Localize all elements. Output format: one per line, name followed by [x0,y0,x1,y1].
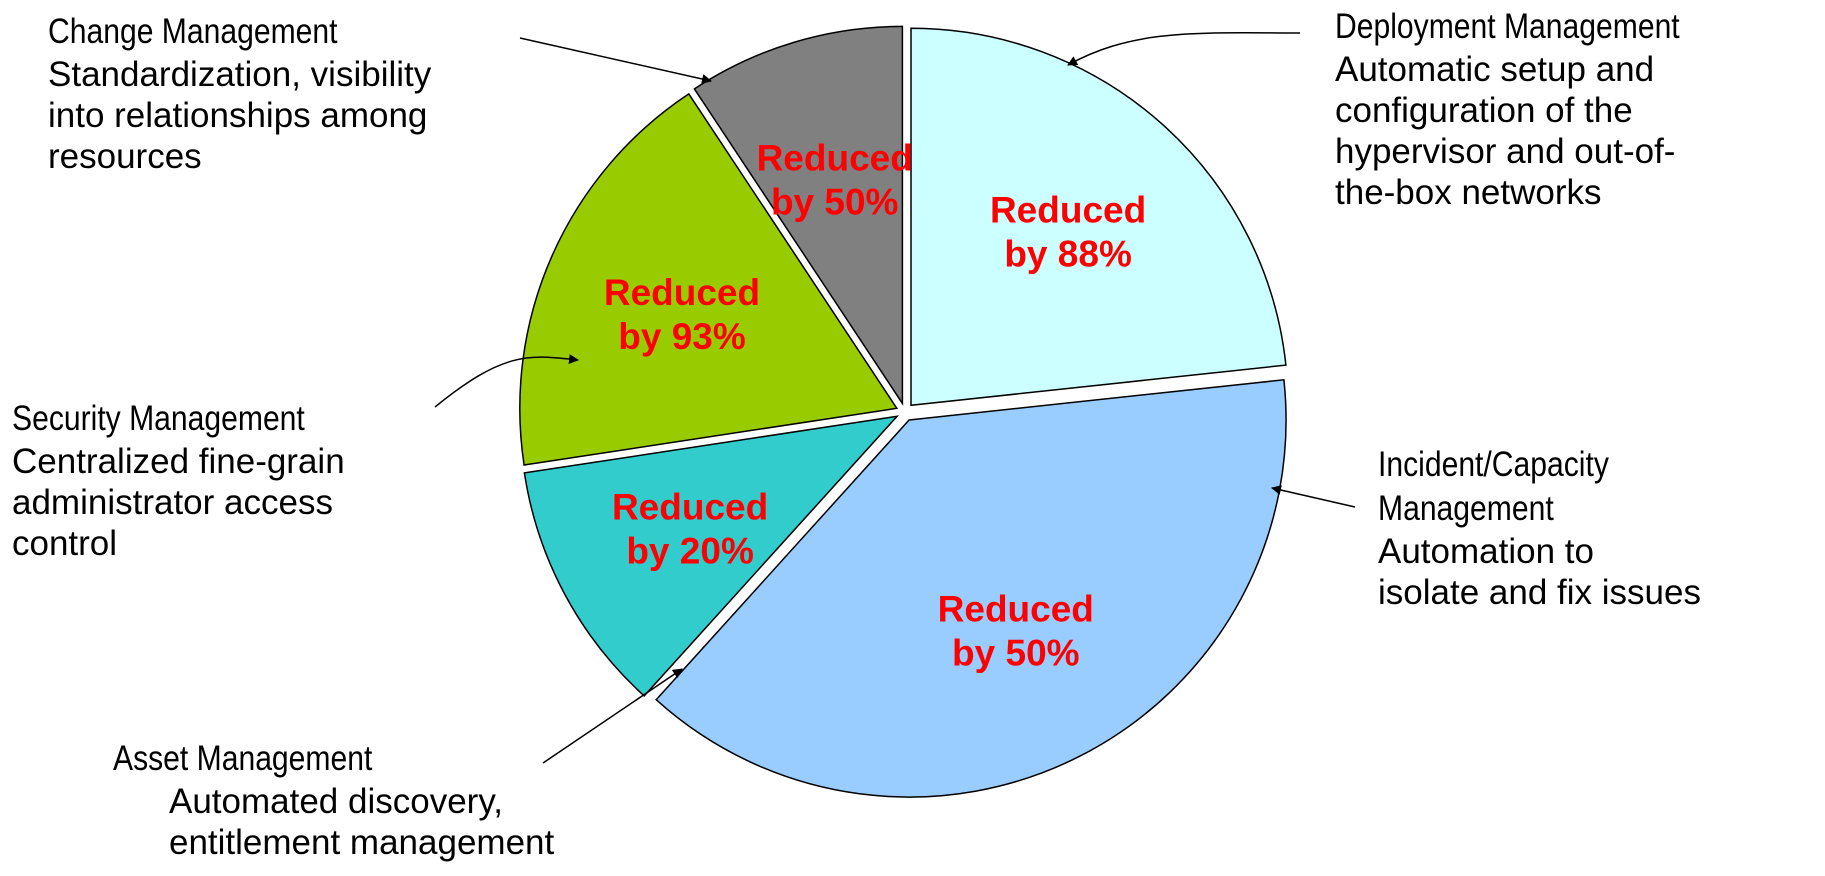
slice-label-line-1: Reduced [938,588,1094,629]
slice-label-line-2: by 20% [626,531,754,572]
slice-label-line-2: by 50% [952,632,1080,673]
annotation-title: Deployment Management [1335,7,1680,46]
pie-slice-deployment [910,27,1287,407]
pie-slice-incident [655,378,1287,798]
leader-line-incident [1271,485,1356,508]
slice-label-deployment: Reduced by 88% [990,190,1146,275]
annotation-description: Automated discovery, entitlement managem… [169,782,555,862]
slice-label-line-2: by 93% [618,316,746,357]
slice-label-incident: Reduced by 50% [938,588,1094,673]
slice-label-line-1: Reduced [612,487,768,528]
annotation-title: Security Management [12,399,305,438]
slice-label-line-2: by 88% [1004,234,1132,275]
pie-slice-security [519,92,899,466]
slice-label-line-1: Reduced [757,137,913,178]
leader-line-deployment [1067,32,1301,66]
annotation-asset-management: Asset Management Automated discovery, en… [113,737,554,863]
annotation-description: Centralized fine-grain administrator acc… [12,442,345,563]
leader-line-security [434,354,579,408]
annotation-title: Incident/Capacity Management [1378,445,1609,528]
leader-line-asset [542,668,683,764]
annotation-description: Standardization, visibility into relatio… [48,55,432,176]
annotation-deployment-management: Deployment Management Automatic setup an… [1335,5,1736,213]
annotation-title: Change Management [48,12,338,51]
annotation-incident-capacity-management: Incident/Capacity Management Automation … [1378,443,1701,613]
annotation-description: Automation to isolate and fix issues [1378,532,1701,612]
slice-label-change: Reduced by 50% [757,137,913,222]
slice-label-security: Reduced by 93% [604,272,760,357]
slice-label-asset: Reduced by 20% [612,487,768,572]
slice-label-line-1: Reduced [604,272,760,313]
annotation-title: Asset Management [113,739,373,778]
slice-label-line-1: Reduced [990,190,1146,231]
pie-slice-asset [523,415,900,697]
leader-line-change [519,37,712,84]
annotation-security-management: Security Management Centralized fine-gra… [12,397,352,564]
annotation-description: Automatic setup and configuration of the… [1335,50,1676,212]
annotation-change-management: Change Management Standardization, visib… [48,10,431,177]
slice-label-line-2: by 50% [771,181,899,222]
